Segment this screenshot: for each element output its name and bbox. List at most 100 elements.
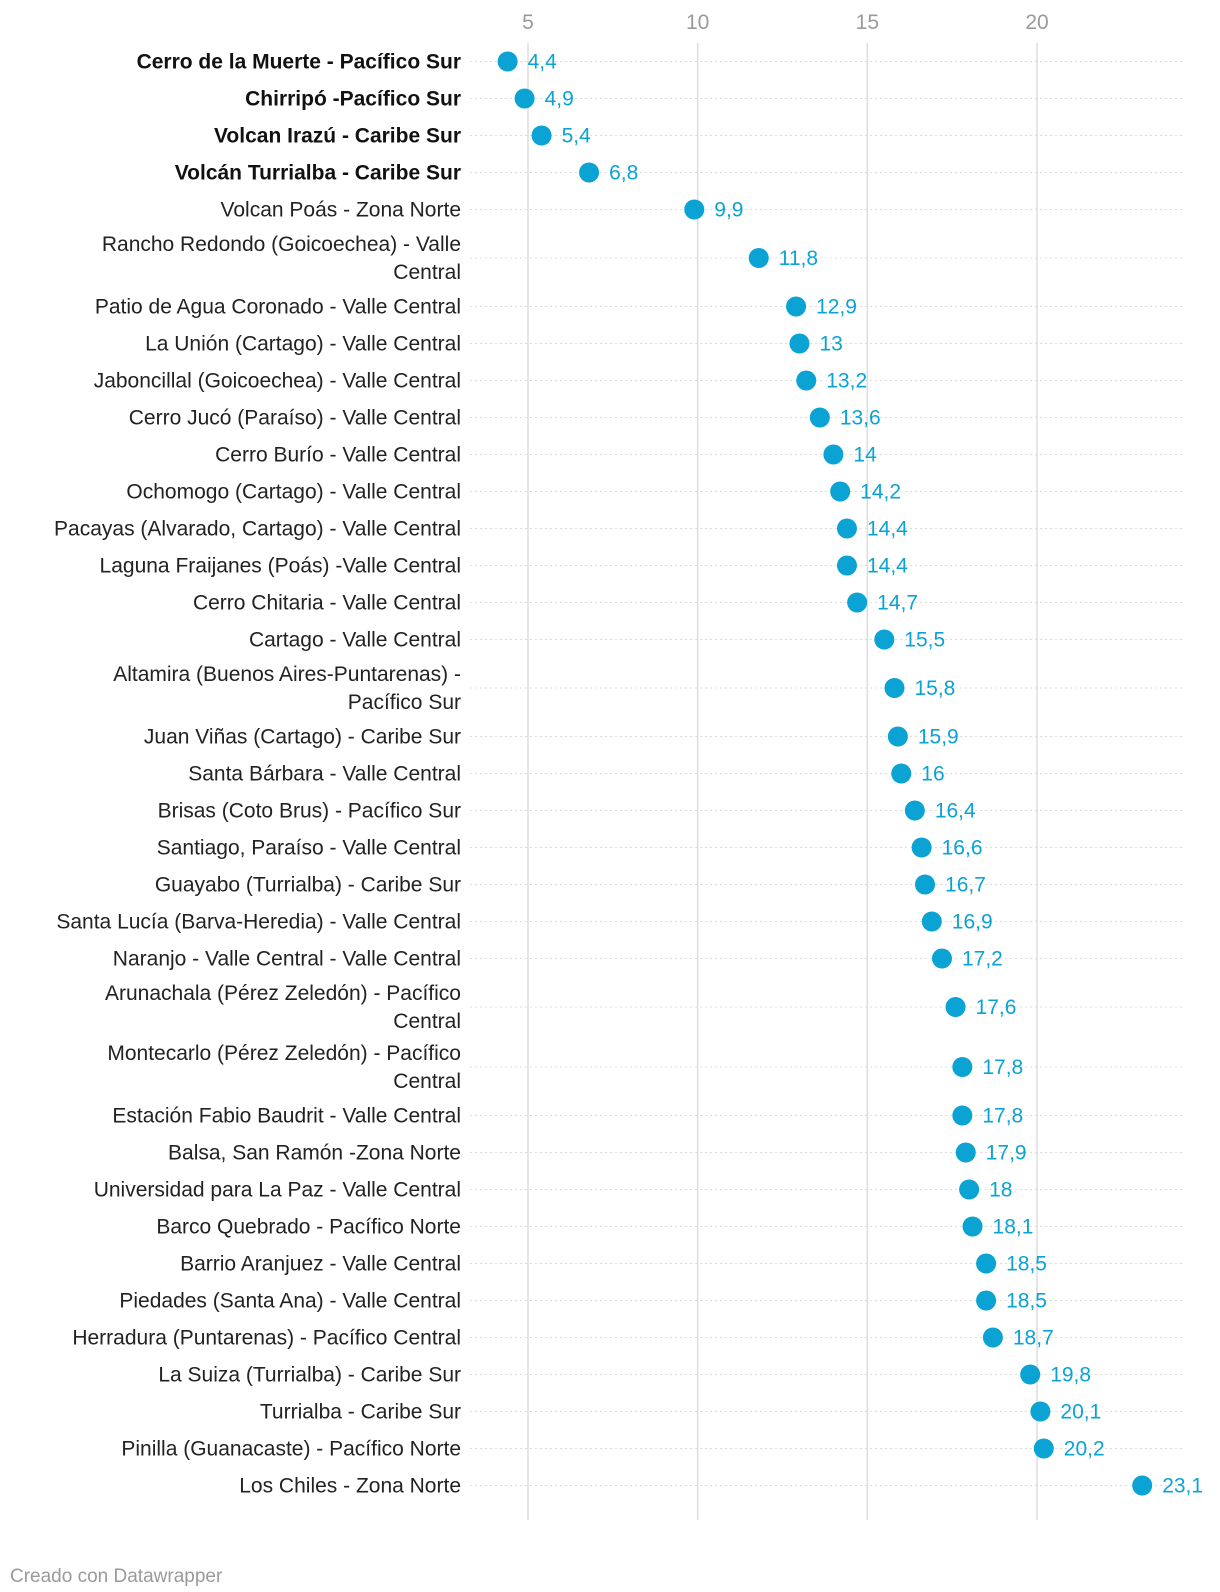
value-label: 20,1	[1060, 1401, 1101, 1424]
data-point	[962, 1216, 983, 1237]
category-labels: Cerro de la Muerte - Pacífico Sur Chirrip…	[54, 51, 461, 1498]
data-point	[952, 1057, 973, 1077]
data-point	[982, 1327, 1003, 1348]
value-label: 18,1	[993, 1216, 1034, 1239]
data-point	[1030, 1401, 1051, 1422]
value-label: 16,9	[952, 911, 993, 934]
value-label: 6,8	[609, 162, 638, 185]
value-label: 16,7	[945, 874, 986, 897]
category-label-line: Altamira (Buenos Aires-Puntarenas) -	[113, 663, 461, 686]
category-label: Brisas (Coto Brus) - Pacífico Sur	[158, 800, 461, 823]
category-label: La Suiza (Turrialba) - Caribe Sur	[158, 1364, 461, 1387]
value-label: 9,9	[714, 199, 743, 222]
dot-plot-chart: 5 10 15 20 Cerro de la Muerte - Pacífico Su…	[54, 11, 1203, 1520]
category-label: Arunachala (Pérez Zeledón) - Pacífico Cen…	[105, 982, 461, 1033]
data-point	[921, 911, 942, 932]
value-label: 18,5	[1006, 1253, 1047, 1276]
category-label-line: Central	[393, 1010, 461, 1033]
category-label-line: Arunachala (Pérez Zeledón) - Pacífico	[105, 982, 461, 1005]
category-label: Herradura (Puntarenas) - Pacífico Centra…	[72, 1327, 461, 1350]
category-label: Cerro Chitaria - Valle Central	[193, 592, 461, 615]
grid-layer	[527, 43, 1038, 1520]
category-label: Volcan Poás - Zona Norte	[221, 199, 461, 222]
data-point	[830, 481, 851, 502]
data-point	[1020, 1364, 1041, 1385]
value-label: 17,9	[986, 1142, 1027, 1165]
value-label: 18,5	[1006, 1290, 1047, 1313]
value-label: 5,4	[562, 125, 592, 148]
value-label: 11,8	[779, 247, 818, 270]
value-label: 15,8	[914, 677, 955, 700]
data-point	[955, 1142, 976, 1163]
data-point	[1132, 1475, 1153, 1496]
category-label: Santa Bárbara - Valle Central	[188, 763, 461, 786]
tick-label-5: 5	[522, 11, 534, 34]
data-point	[531, 125, 552, 146]
data-point	[786, 296, 807, 317]
category-label: Pacayas (Alvarado, Cartago) - Valle Cent…	[54, 518, 461, 541]
data-point	[911, 837, 932, 858]
data-point	[976, 1290, 997, 1311]
value-label: 14,7	[877, 592, 918, 615]
tick-label-10: 10	[686, 11, 709, 34]
category-label: Estación Fabio Baudrit - Valle Central	[112, 1105, 461, 1128]
value-label: 18	[989, 1179, 1012, 1202]
category-label: Pinilla (Guanacaste) - Pacífico Norte	[121, 1438, 461, 1461]
category-label: Ochomogo (Cartago) - Valle Central	[126, 481, 461, 504]
category-label-line: Rancho Redondo (Goicoechea) - Valle	[102, 233, 461, 256]
data-point	[874, 629, 895, 650]
category-label: Cerro de la Muerte - Pacífico Sur	[137, 51, 461, 74]
category-label-line: Montecarlo (Pérez Zeledón) - Pacífico	[107, 1042, 461, 1065]
category-label: Laguna Fraijanes (Poás) -Valle Central	[100, 555, 461, 578]
value-label: 16,4	[935, 800, 976, 823]
data-point	[809, 407, 830, 428]
data-point	[579, 162, 600, 183]
category-label: Piedades (Santa Ana) - Valle Central	[119, 1290, 461, 1313]
data-point	[823, 444, 844, 465]
data-point	[1033, 1438, 1054, 1459]
value-label: 20,2	[1064, 1438, 1105, 1461]
data-point	[945, 997, 966, 1017]
value-label: 18,7	[1013, 1327, 1054, 1350]
category-label: Volcán Turrialba - Caribe Sur	[175, 162, 461, 185]
data-point	[976, 1253, 997, 1274]
category-label: Jaboncillal (Goicoechea) - Valle Central	[94, 370, 461, 393]
category-label: Patio de Agua Coronado - Valle Central	[95, 296, 461, 319]
data-point	[789, 333, 810, 354]
category-label: Naranjo - Valle Central - Valle Central	[113, 948, 461, 971]
value-label: 17,8	[982, 1056, 1023, 1079]
value-label: 13	[819, 333, 842, 356]
value-label: 17,2	[962, 948, 1003, 971]
value-label: 17,8	[982, 1105, 1023, 1128]
value-label: 16	[921, 763, 944, 786]
value-label: 19,8	[1050, 1364, 1091, 1387]
data-points	[497, 51, 1153, 1496]
category-label: Santa Lucía (Barva-Heredia) - Valle Cent…	[56, 911, 461, 934]
category-label: Cartago - Valle Central	[249, 629, 461, 652]
value-label: 15,9	[918, 726, 959, 749]
category-label: Juan Viñas (Cartago) - Caribe Sur	[144, 726, 461, 749]
category-label: Chirripó -Pacífico Sur	[245, 88, 461, 111]
category-label: Volcan Irazú - Caribe Sur	[214, 125, 461, 148]
data-point	[836, 518, 857, 539]
value-label: 14,4	[867, 518, 908, 541]
row-guides	[470, 61, 1182, 1486]
category-label: Barrio Aranjuez - Valle Central	[180, 1253, 461, 1276]
category-label: La Unión (Cartago) - Valle Central	[145, 333, 461, 356]
category-label: Santiago, Paraíso - Valle Central	[157, 837, 461, 860]
value-label: 14,2	[860, 481, 901, 504]
x-axis-ticks: 5 10 15 20	[522, 11, 1049, 34]
category-label: Altamira (Buenos Aires-Puntarenas) - Pací…	[113, 663, 461, 714]
data-point	[887, 726, 908, 747]
value-label: 16,6	[942, 837, 983, 860]
category-label: Montecarlo (Pérez Zeledón) - Pacífico Cen…	[107, 1042, 461, 1093]
category-label: Rancho Redondo (Goicoechea) - Valle Centr…	[102, 233, 461, 284]
data-point	[891, 763, 912, 784]
tick-label-20: 20	[1025, 11, 1048, 34]
value-label: 4,9	[545, 88, 574, 111]
category-label-line: Pacífico Sur	[348, 691, 461, 714]
value-label: 13,6	[840, 407, 881, 430]
category-label: Universidad para La Paz - Valle Central	[94, 1179, 461, 1202]
data-point	[959, 1179, 980, 1200]
category-label: Guayabo (Turrialba) - Caribe Sur	[155, 874, 461, 897]
